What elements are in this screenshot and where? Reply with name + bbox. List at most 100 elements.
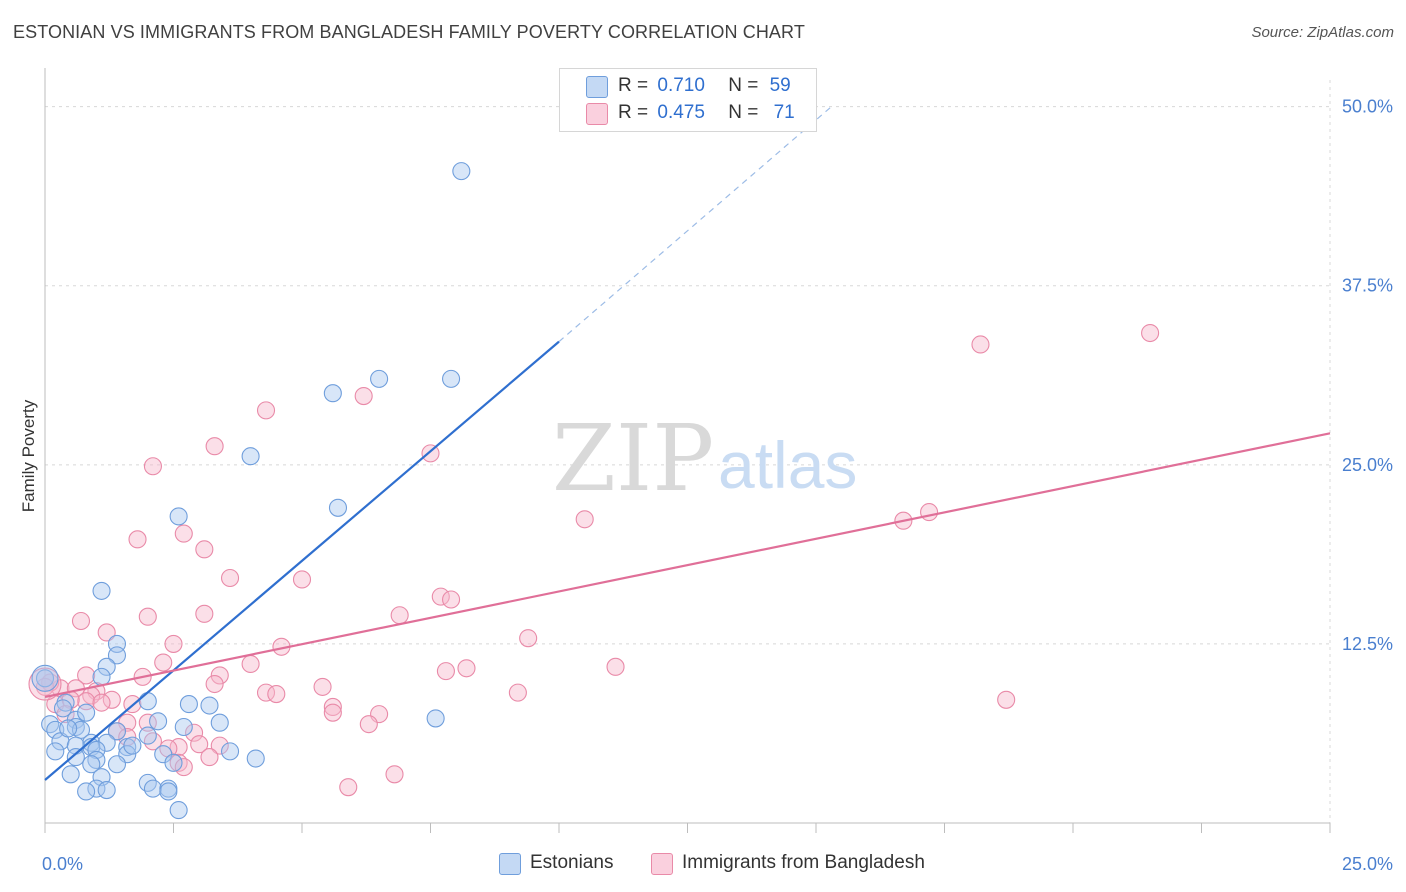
estonian-point	[92, 667, 111, 686]
bangladesh-point	[210, 736, 229, 755]
bangladesh-point	[431, 587, 450, 606]
bangladesh-point	[71, 611, 91, 631]
trendline-bangladesh	[44, 432, 1331, 699]
bangladesh-point	[313, 677, 332, 696]
estonian-point	[66, 748, 85, 767]
estonian-point	[246, 749, 265, 768]
estonian-point	[123, 736, 142, 755]
estonian-point	[97, 657, 116, 676]
bangladesh-point	[185, 723, 204, 742]
legend-swatch-bangladesh	[586, 103, 608, 125]
trendlines	[44, 106, 1331, 781]
bangladesh-point	[323, 703, 342, 722]
estonian-point	[220, 742, 240, 761]
estonian-point	[53, 699, 73, 718]
bangladesh-point	[102, 690, 121, 709]
y-tick-label: 50.0%	[1342, 97, 1393, 117]
estonian-point	[107, 755, 127, 774]
bangladesh-point	[195, 604, 214, 623]
bangladesh-point	[385, 765, 404, 784]
estonian-point	[66, 717, 85, 737]
bangladesh-point	[220, 568, 240, 588]
estonian-point	[169, 801, 188, 820]
chart-source: Source: ZipAtlas.com	[1251, 24, 1394, 41]
legend-label-bangladesh: Immigrants from Bangladesh	[682, 852, 925, 873]
bangladesh-point	[323, 697, 342, 717]
estonian-point	[87, 740, 106, 759]
legend-n-label: N =	[728, 75, 759, 96]
bangladesh-point	[143, 732, 162, 751]
legend-n-value: 71	[773, 102, 795, 123]
legend-swatch-estonians	[499, 853, 521, 875]
bangladesh-point	[241, 654, 260, 674]
bangladesh-point	[606, 657, 625, 676]
watermark-atlas: atlas	[718, 428, 857, 502]
bangladesh-point	[442, 590, 461, 609]
bangladesh-point	[920, 503, 939, 522]
estonian-point	[46, 742, 65, 761]
bangladesh-point	[508, 683, 527, 702]
bangladesh-point	[519, 629, 538, 648]
estonian-point	[143, 779, 162, 798]
estonian-point	[92, 581, 111, 600]
bangladesh-point	[92, 693, 111, 712]
legend-r-label: R =	[618, 75, 649, 96]
estonian-point	[179, 695, 198, 714]
bangladesh-point	[138, 607, 157, 626]
x-tick-labels: 0.0% 25.0%	[42, 854, 1393, 874]
legend-n-label: N =	[728, 102, 759, 123]
estonian-point	[107, 722, 127, 741]
bangladesh-point	[190, 735, 209, 754]
estonian-point	[426, 709, 445, 728]
estonian-point	[370, 369, 389, 388]
estonian-point	[200, 696, 219, 715]
bangladesh-point	[436, 662, 455, 681]
bangladesh-point	[359, 715, 378, 734]
y-axis-label: Family Poverty	[19, 399, 38, 512]
chart-title: ESTONIAN VS IMMIGRANTS FROM BANGLADESH F…	[13, 22, 805, 42]
bangladesh-point	[174, 524, 193, 543]
bangladesh-point	[128, 530, 147, 549]
bangladesh-point	[159, 739, 178, 758]
y-tick-labels: 12.5% 25.0% 37.5% 50.0%	[1342, 97, 1393, 654]
estonian-point	[97, 780, 116, 800]
estonian-point	[77, 782, 96, 801]
y-tick-label: 25.0%	[1342, 455, 1393, 475]
y-tick-label: 12.5%	[1342, 634, 1393, 654]
bangladesh-point	[390, 606, 409, 625]
bangladesh-point	[421, 444, 440, 463]
estonian-point	[149, 712, 168, 731]
bangladesh-point	[267, 685, 286, 704]
estonian-point	[452, 162, 471, 181]
legend-swatch-bangladesh	[651, 853, 673, 875]
estonian-point	[41, 715, 60, 734]
legend-label-estonians: Estonians	[530, 852, 614, 873]
estonian-point	[164, 753, 183, 772]
x-tick-label: 0.0%	[42, 854, 83, 874]
bangladesh-point	[205, 674, 224, 694]
bangladesh-point	[200, 748, 219, 767]
y-tick-label: 37.5%	[1342, 276, 1393, 296]
legend-swatch-estonians	[586, 76, 608, 98]
series-bangladesh-points	[28, 323, 1160, 797]
bangladesh-point	[339, 778, 358, 797]
legend-r-value: 0.710	[657, 75, 705, 96]
estonian-point	[31, 664, 59, 692]
estonian-point	[82, 755, 101, 774]
x-tick-marks	[44, 823, 1331, 833]
bangladesh-point	[354, 387, 373, 406]
trendline-estonians-extension	[558, 106, 832, 343]
bangladesh-point	[457, 659, 476, 678]
trendline-estonians	[44, 340, 560, 781]
correlation-legend: R = 0.710 N = 59 R = 0.475 N = 71	[559, 68, 817, 132]
legend-r-label: R =	[618, 102, 649, 123]
bangladesh-point	[77, 666, 96, 685]
bangladesh-point	[195, 540, 214, 559]
estonian-point	[323, 384, 342, 403]
bangladesh-point	[97, 623, 116, 642]
watermark-zip: ZIP	[552, 405, 714, 512]
estonian-point	[328, 498, 348, 517]
bangladesh-point	[256, 401, 276, 420]
legend-n-value: 59	[769, 75, 791, 96]
